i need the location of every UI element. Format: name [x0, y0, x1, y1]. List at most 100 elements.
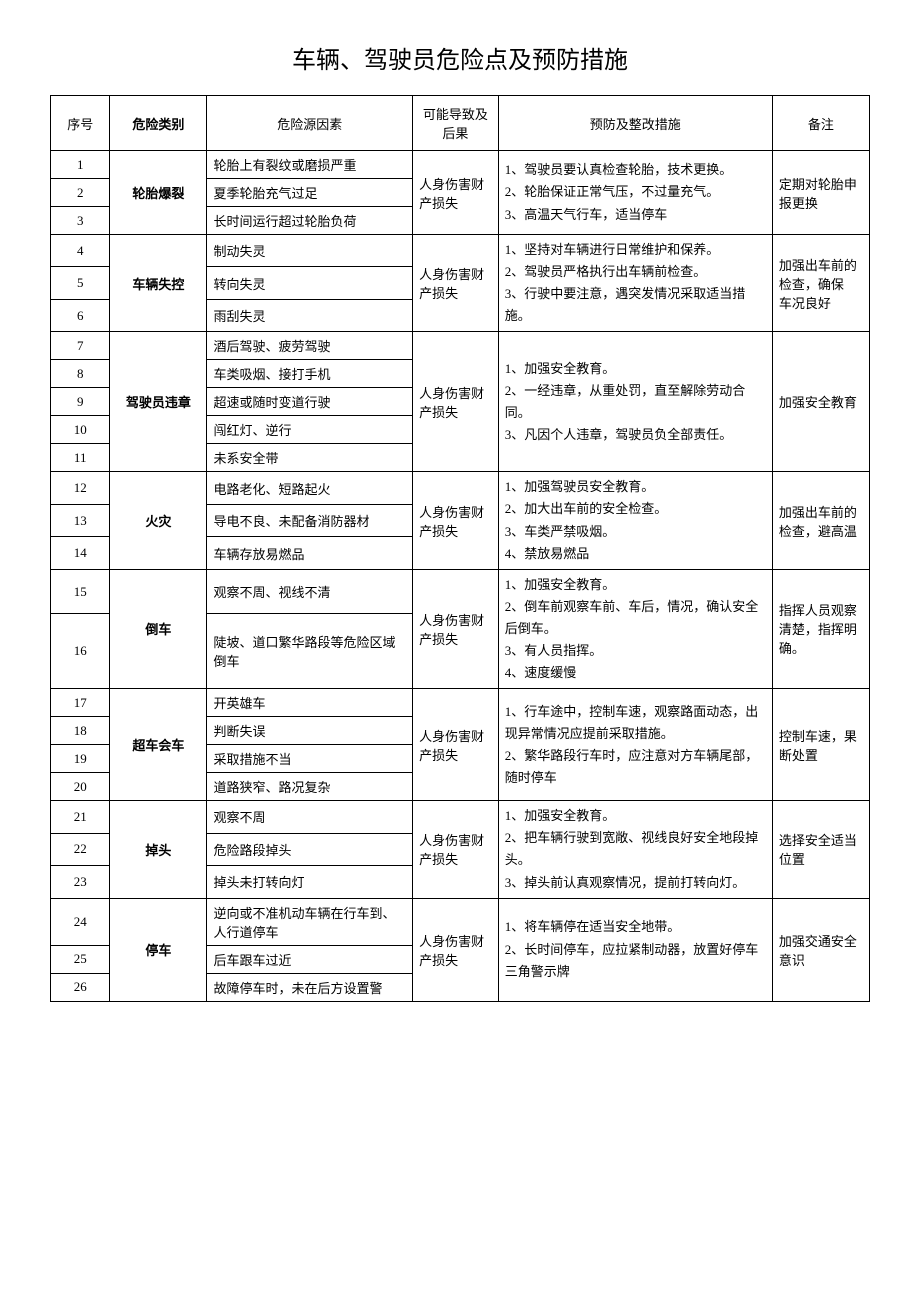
cell-source: 观察不周 [207, 801, 413, 833]
cell-num: 18 [51, 717, 110, 745]
cell-category: 倒车 [110, 569, 207, 688]
table-row: 21掉头观察不周人身伤害财产损失1、加强安全教育。2、把车辆行驶到宽敞、视线良好… [51, 801, 870, 833]
cell-num: 4 [51, 235, 110, 267]
header-num: 序号 [51, 96, 110, 151]
table-row: 4车辆失控制动失灵人身伤害财产损失1、坚持对车辆进行日常维护和保养。2、驾驶员严… [51, 235, 870, 267]
cell-result: 人身伤害财产损失 [413, 151, 499, 235]
cell-source: 陡坡、道口繁华路段等危险区域倒车 [207, 614, 413, 689]
cell-result: 人身伤害财产损失 [413, 898, 499, 1001]
table-row: 24停车逆向或不准机动车辆在行车到、人行道停车人身伤害财产损失1、将车辆停在适当… [51, 898, 870, 945]
cell-result: 人身伤害财产损失 [413, 569, 499, 688]
table-row: 17超车会车开英雄车人身伤害财产损失1、行车途中，控制车速，观察路面动态，出现异… [51, 689, 870, 717]
cell-num: 10 [51, 416, 110, 444]
cell-category: 驾驶员违章 [110, 332, 207, 472]
cell-source: 未系安全带 [207, 444, 413, 472]
cell-category: 轮胎爆裂 [110, 151, 207, 235]
cell-num: 23 [51, 866, 110, 898]
cell-prevention: 1、驾驶员要认真检查轮胎，技术更换。2、轮胎保证正常气压，不过量充气。3、高温天… [498, 151, 772, 235]
cell-source: 故障停车时，未在后方设置警 [207, 973, 413, 1001]
cell-source: 开英雄车 [207, 689, 413, 717]
header-result: 可能导致及后果 [413, 96, 499, 151]
cell-prevention: 1、加强安全教育。2、一经违章，从重处罚，直至解除劳动合同。3、凡因个人违章，驾… [498, 332, 772, 472]
cell-num: 9 [51, 388, 110, 416]
table-row: 1轮胎爆裂轮胎上有裂纹或磨损严重人身伤害财产损失1、驾驶员要认真检查轮胎，技术更… [51, 151, 870, 179]
table-row: 12火灾电路老化、短路起火人身伤害财产损失1、加强驾驶员安全教育。2、加大出车前… [51, 472, 870, 504]
cell-category: 停车 [110, 898, 207, 1001]
cell-source: 雨刮失灵 [207, 299, 413, 331]
header-source: 危险源因素 [207, 96, 413, 151]
hazard-table: 序号 危险类别 危险源因素 可能导致及后果 预防及整改措施 备注 1轮胎爆裂轮胎… [50, 95, 870, 1002]
cell-num: 25 [51, 945, 110, 973]
cell-source: 后车跟车过近 [207, 945, 413, 973]
cell-num: 13 [51, 504, 110, 536]
cell-num: 17 [51, 689, 110, 717]
cell-note: 定期对轮胎申报更换 [772, 151, 869, 235]
cell-num: 2 [51, 179, 110, 207]
cell-source: 长时间运行超过轮胎负荷 [207, 207, 413, 235]
cell-prevention: 1、坚持对车辆进行日常维护和保养。2、驾驶员严格执行出车辆前检查。3、行驶中要注… [498, 235, 772, 332]
cell-note: 控制车速，果断处置 [772, 689, 869, 801]
cell-result: 人身伤害财产损失 [413, 801, 499, 898]
cell-num: 19 [51, 745, 110, 773]
cell-source: 电路老化、短路起火 [207, 472, 413, 504]
cell-num: 14 [51, 537, 110, 569]
header-category: 危险类别 [110, 96, 207, 151]
cell-num: 8 [51, 360, 110, 388]
cell-source: 道路狭窄、路况复杂 [207, 773, 413, 801]
cell-num: 20 [51, 773, 110, 801]
cell-note: 加强出车前的检查，确保车况良好 [772, 235, 869, 332]
cell-source: 判断失误 [207, 717, 413, 745]
cell-num: 6 [51, 299, 110, 331]
cell-num: 16 [51, 614, 110, 689]
cell-source: 导电不良、未配备消防器材 [207, 504, 413, 536]
header-prevention: 预防及整改措施 [498, 96, 772, 151]
cell-category: 车辆失控 [110, 235, 207, 332]
cell-note: 加强出车前的检查，避高温 [772, 472, 869, 569]
cell-source: 转向失灵 [207, 267, 413, 299]
cell-num: 1 [51, 151, 110, 179]
cell-category: 超车会车 [110, 689, 207, 801]
cell-source: 车辆存放易燃品 [207, 537, 413, 569]
cell-category: 火灾 [110, 472, 207, 569]
cell-result: 人身伤害财产损失 [413, 235, 499, 332]
table-row: 7驾驶员违章酒后驾驶、疲劳驾驶人身伤害财产损失1、加强安全教育。2、一经违章，从… [51, 332, 870, 360]
cell-note: 加强安全教育 [772, 332, 869, 472]
cell-source: 观察不周、视线不清 [207, 569, 413, 614]
cell-source: 制动失灵 [207, 235, 413, 267]
cell-source: 轮胎上有裂纹或磨损严重 [207, 151, 413, 179]
cell-source: 闯红灯、逆行 [207, 416, 413, 444]
page-title: 车辆、驾驶员危险点及预防措施 [50, 40, 870, 75]
cell-num: 21 [51, 801, 110, 833]
cell-note: 选择安全适当位置 [772, 801, 869, 898]
cell-result: 人身伤害财产损失 [413, 472, 499, 569]
header-note: 备注 [772, 96, 869, 151]
cell-prevention: 1、加强驾驶员安全教育。2、加大出车前的安全检查。3、车类严禁吸烟。4、禁放易燃… [498, 472, 772, 569]
cell-note: 加强交通安全意识 [772, 898, 869, 1001]
cell-num: 22 [51, 833, 110, 865]
cell-num: 12 [51, 472, 110, 504]
cell-source: 逆向或不准机动车辆在行车到、人行道停车 [207, 898, 413, 945]
cell-num: 24 [51, 898, 110, 945]
cell-result: 人身伤害财产损失 [413, 332, 499, 472]
table-row: 15倒车观察不周、视线不清人身伤害财产损失1、加强安全教育。2、倒车前观察车前、… [51, 569, 870, 614]
cell-num: 26 [51, 973, 110, 1001]
header-row: 序号 危险类别 危险源因素 可能导致及后果 预防及整改措施 备注 [51, 96, 870, 151]
cell-prevention: 1、将车辆停在适当安全地带。2、长时间停车，应拉紧制动器，放置好停车三角警示牌 [498, 898, 772, 1001]
cell-source: 掉头未打转向灯 [207, 866, 413, 898]
cell-num: 15 [51, 569, 110, 614]
cell-num: 3 [51, 207, 110, 235]
cell-num: 5 [51, 267, 110, 299]
cell-source: 车类吸烟、接打手机 [207, 360, 413, 388]
cell-note: 指挥人员观察清楚，指挥明确。 [772, 569, 869, 688]
cell-category: 掉头 [110, 801, 207, 898]
cell-source: 超速或随时变道行驶 [207, 388, 413, 416]
cell-source: 夏季轮胎充气过足 [207, 179, 413, 207]
cell-num: 7 [51, 332, 110, 360]
cell-prevention: 1、加强安全教育。2、把车辆行驶到宽敞、视线良好安全地段掉头。3、掉头前认真观察… [498, 801, 772, 898]
cell-source: 酒后驾驶、疲劳驾驶 [207, 332, 413, 360]
cell-source: 采取措施不当 [207, 745, 413, 773]
cell-prevention: 1、加强安全教育。2、倒车前观察车前、车后，情况，确认安全后倒车。3、有人员指挥… [498, 569, 772, 688]
cell-prevention: 1、行车途中，控制车速，观察路面动态，出现异常情况应提前采取措施。2、繁华路段行… [498, 689, 772, 801]
cell-result: 人身伤害财产损失 [413, 689, 499, 801]
cell-source: 危险路段掉头 [207, 833, 413, 865]
